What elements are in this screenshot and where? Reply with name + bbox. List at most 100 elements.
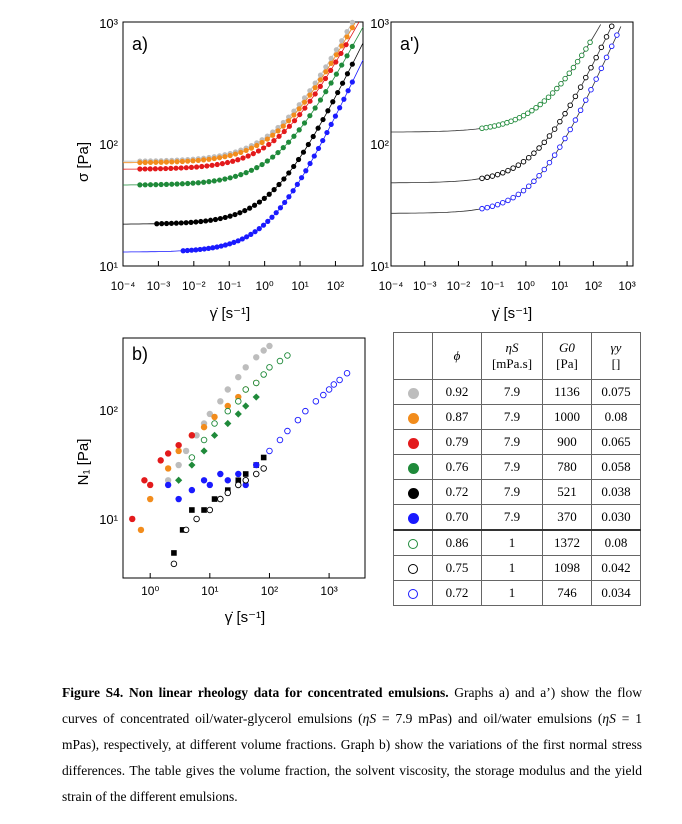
data-point xyxy=(175,461,182,469)
fit-line xyxy=(123,22,356,164)
data-point xyxy=(276,436,284,444)
data-point xyxy=(129,515,136,523)
data-point xyxy=(142,159,148,166)
data-point xyxy=(566,70,573,76)
data-point xyxy=(141,477,148,484)
data-point xyxy=(275,128,281,134)
cell-eta: 7.9 xyxy=(481,379,543,405)
data-point xyxy=(200,436,208,444)
cell-gy: 0.034 xyxy=(591,580,641,606)
row-marker xyxy=(393,454,433,480)
data-point xyxy=(520,112,527,119)
data-point xyxy=(533,105,539,111)
data-point xyxy=(201,246,207,252)
data-point xyxy=(252,379,260,387)
data-point xyxy=(577,84,584,90)
data-point xyxy=(541,166,548,173)
data-point xyxy=(554,85,560,92)
data-point xyxy=(489,203,496,210)
data-point xyxy=(260,465,267,472)
data-point xyxy=(320,116,326,123)
data-point xyxy=(182,526,190,534)
data-point xyxy=(222,242,229,248)
data-point xyxy=(184,247,190,254)
data-point xyxy=(291,112,297,118)
data-point xyxy=(286,123,292,129)
data-point xyxy=(163,159,170,165)
data-point xyxy=(203,218,209,224)
data-point xyxy=(193,432,200,439)
data-point xyxy=(479,175,485,182)
row-marker xyxy=(393,479,433,505)
cell-eta: 7.9 xyxy=(481,504,543,531)
data-point xyxy=(317,72,324,78)
data-point xyxy=(603,54,610,61)
data-point xyxy=(339,62,345,68)
data-point xyxy=(588,64,594,71)
data-point xyxy=(260,347,267,354)
data-point xyxy=(270,154,276,160)
data-point xyxy=(237,210,243,216)
data-point xyxy=(343,42,349,48)
data-point xyxy=(147,159,154,166)
data-point xyxy=(211,496,218,502)
data-point xyxy=(218,243,224,249)
data-point xyxy=(317,83,323,89)
data-point xyxy=(270,132,276,138)
data-point xyxy=(300,149,307,155)
figure-caption: Figure S4. Non linear rheology data for … xyxy=(62,680,642,810)
data-point xyxy=(551,152,558,158)
data-point xyxy=(238,172,244,178)
data-point xyxy=(339,80,346,86)
x-tick-label: 10³ xyxy=(618,279,635,293)
data-point xyxy=(142,166,148,172)
row-marker xyxy=(393,529,433,556)
data-point xyxy=(558,81,564,87)
data-point xyxy=(260,454,267,461)
data-point xyxy=(158,159,164,165)
data-point xyxy=(311,153,317,159)
data-point xyxy=(189,507,195,513)
cell-g0: 1136 xyxy=(542,379,592,405)
data-point xyxy=(230,158,236,164)
data-point xyxy=(199,163,205,170)
data-point xyxy=(256,199,263,205)
data-point xyxy=(281,176,287,182)
x-tick-label: 10⁻¹ xyxy=(480,279,504,293)
data-point xyxy=(317,97,324,103)
data-point xyxy=(195,157,201,164)
data-point xyxy=(193,515,200,523)
panel-b-ylabel: N₁ [Pa] xyxy=(75,439,92,486)
data-point xyxy=(536,172,542,179)
panel-b-xlabel: γ̇ [s⁻¹] xyxy=(225,609,265,626)
data-point xyxy=(339,38,345,44)
data-point xyxy=(336,376,343,384)
data-point xyxy=(242,471,249,477)
data-point xyxy=(201,179,207,185)
data-point xyxy=(169,181,175,187)
data-point xyxy=(515,162,522,168)
data-point xyxy=(235,373,242,381)
data-point xyxy=(284,352,291,359)
data-point xyxy=(209,162,215,168)
data-point xyxy=(291,118,298,124)
panel-a-prime-frame xyxy=(390,21,634,267)
x-tick-label: 10⁻¹ xyxy=(217,279,241,293)
data-point xyxy=(537,101,543,108)
header-eta: ηS [mPa.s] xyxy=(481,332,543,380)
data-point xyxy=(164,477,172,484)
cell-gy: 0.065 xyxy=(591,429,641,455)
data-point xyxy=(333,59,339,65)
data-point xyxy=(173,165,179,171)
data-point xyxy=(301,95,308,101)
data-point xyxy=(328,55,334,62)
data-point xyxy=(231,239,237,246)
data-point xyxy=(312,105,318,111)
data-point xyxy=(227,175,233,181)
data-point xyxy=(317,77,324,83)
data-point xyxy=(185,158,191,164)
data-point xyxy=(271,137,277,144)
data-point xyxy=(137,159,143,166)
data-point xyxy=(298,175,305,181)
data-point xyxy=(349,25,355,31)
